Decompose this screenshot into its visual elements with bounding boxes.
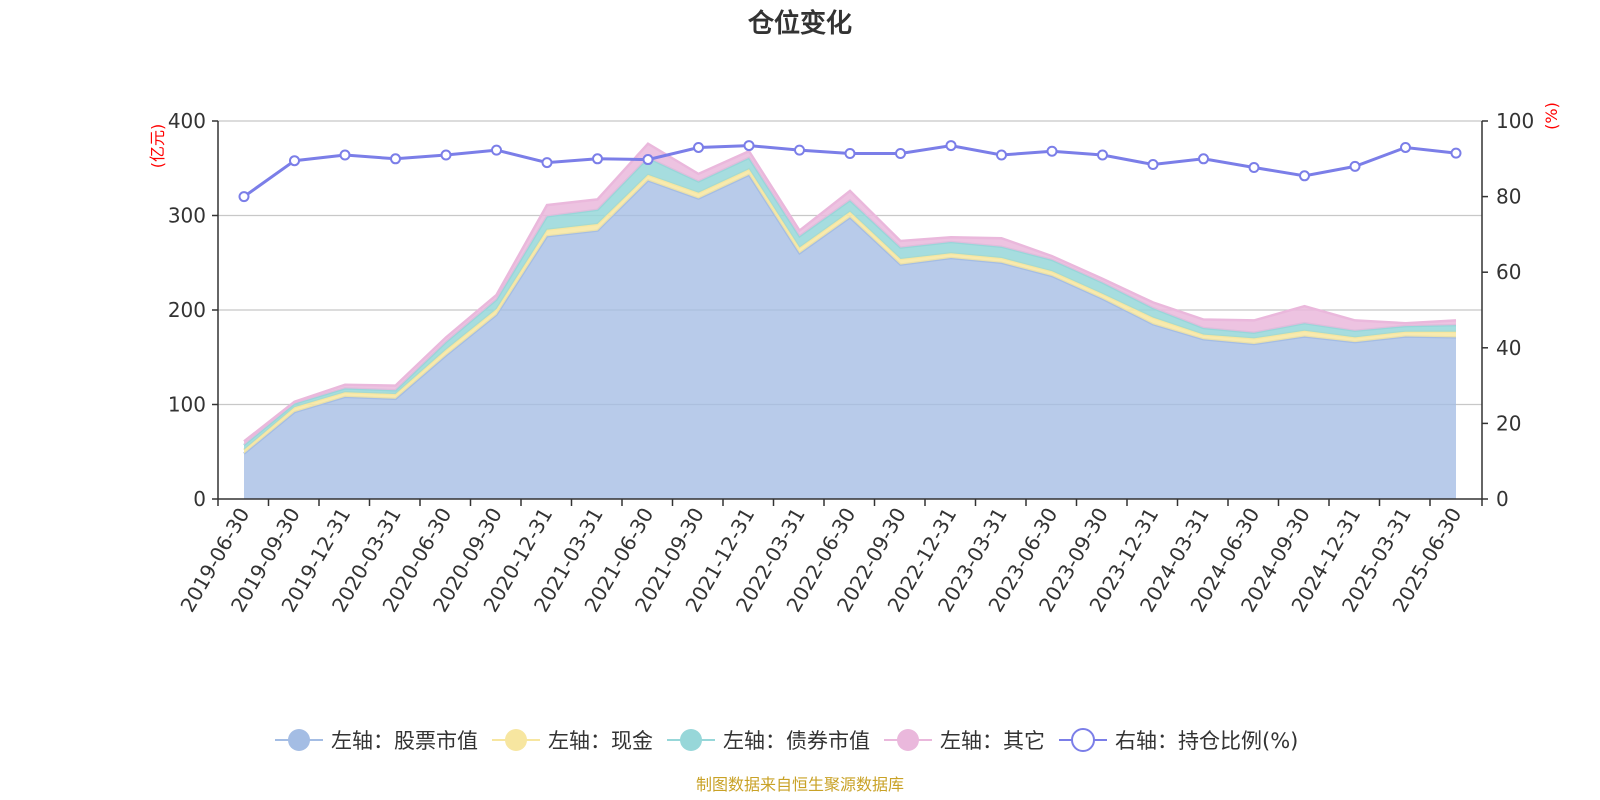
right-tick-label-0: 0	[1496, 487, 1509, 511]
stacked-areas	[243, 142, 1457, 499]
ratio-point-7	[592, 153, 603, 165]
ratio-point-15	[996, 149, 1007, 161]
left-axis-unit: (亿元)	[148, 124, 167, 169]
ratio-point-10	[743, 140, 755, 152]
left-tick-label-4: 400	[168, 109, 206, 133]
left-tick-label-1: 100	[168, 393, 206, 417]
area-series-0	[244, 174, 1456, 499]
ratio-point-19	[1198, 153, 1209, 165]
legend-item-2[interactable]: 左轴：债券市值	[667, 729, 870, 753]
ratio-point-21	[1299, 170, 1310, 182]
ratio-point-13	[895, 148, 906, 160]
legend-label-4: 右轴：持仓比例(%)	[1115, 729, 1298, 753]
legend-item-3[interactable]: 左轴：其它	[884, 729, 1045, 753]
legend-marker-1	[505, 729, 527, 751]
ratio-point-4	[440, 149, 452, 161]
ratio-point-22	[1349, 160, 1361, 172]
legend-label-2: 左轴：债券市值	[723, 729, 870, 753]
legend-marker-2	[680, 729, 702, 751]
legend-label-3: 左轴：其它	[940, 729, 1045, 753]
legend-item-0[interactable]: 左轴：股票市值	[275, 729, 478, 753]
data-source-note: 制图数据来自恒生聚源数据库	[696, 775, 904, 794]
right-tick-label-5: 100	[1496, 109, 1534, 133]
right-axis-unit: (%)	[1542, 102, 1561, 130]
ratio-point-24	[1450, 147, 1462, 159]
legend-label-1: 左轴：现金	[548, 729, 653, 753]
legend-item-1[interactable]: 左轴：现金	[492, 729, 653, 753]
position-ratio-line	[238, 140, 1462, 203]
area-edge-series-3	[243, 142, 1457, 443]
legend-marker-3	[897, 729, 919, 751]
right-tick-label-3: 60	[1496, 260, 1521, 284]
ratio-point-1	[289, 155, 300, 167]
ratio-point-0	[238, 191, 250, 203]
ratio-point-9	[693, 141, 704, 153]
ratio-point-20	[1248, 161, 1260, 173]
left-tick-label-2: 200	[168, 298, 206, 322]
legend-item-4[interactable]: 右轴：持仓比例(%)	[1059, 728, 1298, 753]
legend-label-0: 左轴：股票市值	[331, 729, 478, 753]
right-tick-label-2: 40	[1496, 336, 1521, 360]
ratio-point-16	[1046, 145, 1058, 157]
ratio-point-23	[1400, 141, 1411, 153]
ratio-point-11	[794, 144, 805, 156]
right-tick-label-4: 80	[1496, 185, 1521, 209]
ratio-point-14	[945, 140, 957, 152]
left-tick-label-3: 300	[168, 204, 206, 228]
ratio-point-3	[390, 153, 401, 165]
ratio-point-18	[1147, 158, 1159, 170]
ratio-point-5	[491, 144, 502, 156]
ratio-point-8	[642, 154, 654, 166]
ratio-point-12	[844, 148, 856, 160]
legend: 左轴：股票市值 左轴：现金 左轴：债券市值 左轴：其它 右轴：持仓比例(%)	[275, 728, 1298, 753]
chart-title: 仓位变化	[747, 8, 852, 39]
ratio-point-2	[339, 149, 351, 161]
right-tick-label-1: 20	[1496, 411, 1521, 435]
left-tick-label-0: 0	[193, 487, 206, 511]
legend-marker-4	[1071, 728, 1095, 752]
legend-marker-0	[288, 729, 310, 751]
ratio-point-17	[1097, 149, 1108, 161]
ratio-point-6	[541, 157, 553, 169]
